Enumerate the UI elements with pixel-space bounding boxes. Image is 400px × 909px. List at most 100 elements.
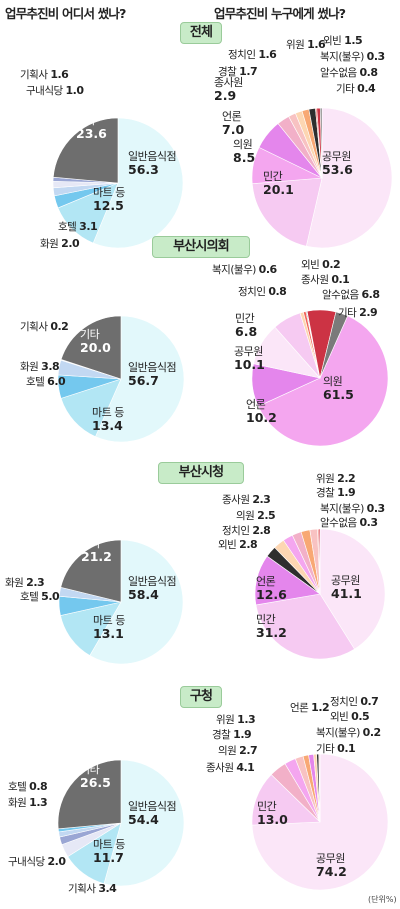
left-column-title: 업무추진비 어디서 썼나? — [5, 6, 126, 21]
section-badge-total: 전체 — [180, 22, 222, 44]
pie-slice-official — [305, 107, 393, 249]
slice-value: 0.4 — [357, 82, 376, 95]
slice-label: 일반음식점 — [128, 360, 176, 374]
slice-label: 외빈 2.8 — [218, 538, 257, 551]
slice-label: 의원 2.5 — [236, 509, 275, 522]
slice-value: 56.7 — [128, 373, 159, 388]
slice-label: 정치인 2.8 — [222, 524, 270, 537]
pie-slice-etc — [319, 311, 349, 379]
slice-value: 56.3 — [128, 162, 159, 177]
slice-label: 기타 0.4 — [336, 82, 376, 95]
slice-value: 58.4 — [128, 587, 159, 602]
slice-value: 0.2 — [322, 258, 340, 271]
slice-value: 1.6 — [50, 68, 69, 81]
slice-value: 12.6 — [256, 587, 287, 602]
slice-label: 정치인 0.8 — [238, 285, 286, 298]
slice-label: 복지(불우) 0.3 — [320, 50, 385, 63]
slice-label: 공무원 — [234, 345, 263, 358]
pie-slice-etc — [52, 117, 119, 184]
slice-value: 2.8 — [252, 524, 270, 537]
slice-value: 1.6 — [307, 38, 326, 51]
slice-value: 6.0 — [47, 375, 66, 388]
unit-note: (단위%) — [368, 895, 397, 904]
pie-slice-restaurant — [95, 315, 185, 443]
slice-value: 2.9 — [359, 306, 377, 319]
slice-label: 일반음식점 — [128, 574, 176, 588]
pie-slice-council — [257, 315, 389, 447]
slice-label: 마트 등 — [93, 186, 125, 199]
slice-label: 호텔 3.1 — [58, 220, 97, 233]
slice-label: 기획사 0.2 — [20, 320, 68, 333]
slice-value: 2.7 — [239, 744, 257, 757]
slice-label: 종사원 — [214, 76, 243, 89]
slice-value: 4.1 — [236, 761, 254, 774]
slice-label: 기획사 1.6 — [20, 68, 69, 81]
slice-label: 경찰 1.9 — [212, 728, 251, 741]
slice-value: 3.1 — [79, 220, 97, 233]
slice-value: 2.3 — [26, 576, 44, 589]
slice-value: 2.3 — [252, 493, 270, 506]
slice-label: 알수없음 0.8 — [320, 66, 377, 79]
slice-label: 외빈 0.2 — [301, 258, 340, 271]
slice-label: 위원 2.2 — [316, 472, 355, 485]
slice-value: 13.0 — [257, 812, 288, 827]
slice-value: 26.5 — [80, 775, 111, 790]
slice-label: 복지(불우) 0.6 — [212, 263, 278, 276]
slice-label: 일반음식점 — [128, 149, 176, 163]
slice-label: 언론 — [256, 575, 276, 588]
slice-label: 공무원 — [316, 852, 345, 865]
slice-label: 알수없음 6.8 — [322, 288, 379, 301]
slice-value: 10.2 — [246, 410, 277, 425]
slice-value: 53.6 — [322, 162, 353, 177]
slice-label: 기타 — [76, 114, 96, 127]
slice-value: 1.3 — [29, 796, 47, 809]
pie-slice-restaurant — [89, 539, 184, 665]
pie-slice-private — [251, 774, 321, 826]
slice-value: 1.3 — [237, 713, 255, 726]
slice-label: 외빈 1.5 — [323, 34, 362, 47]
slice-value: 0.6 — [259, 263, 278, 276]
pie-slice-private — [255, 593, 355, 660]
slice-label: 공무원 — [322, 150, 351, 163]
slice-label: 호텔 5.0 — [20, 590, 60, 603]
slice-value: 1.9 — [337, 486, 355, 499]
slice-label: 호텔 6.0 — [26, 375, 66, 388]
slice-label: 마트 등 — [92, 406, 124, 419]
slice-value: 0.8 — [359, 66, 377, 79]
slice-label: 기타 — [80, 328, 100, 341]
slice-value: 0.5 — [351, 710, 369, 723]
slice-value: 0.2 — [363, 726, 381, 739]
slice-value: 13.1 — [93, 626, 124, 641]
slice-value: 3.8 — [41, 360, 59, 373]
slice-value: 8.5 — [233, 150, 255, 165]
slice-label: 마트 등 — [93, 614, 125, 627]
slice-value: 1.7 — [239, 65, 257, 78]
slice-value: 6.8 — [235, 324, 257, 339]
slice-label: 종사원 0.1 — [301, 273, 349, 286]
slice-label: 화원 2.3 — [5, 576, 44, 589]
slice-value: 1.6 — [258, 48, 277, 61]
slice-value: 11.7 — [93, 850, 124, 865]
slice-value: 13.4 — [92, 418, 123, 433]
pie-slice-mart — [60, 378, 122, 437]
slice-value: 54.4 — [128, 812, 159, 827]
slice-value: 0.3 — [359, 516, 377, 529]
slice-value: 23.6 — [76, 126, 107, 141]
pie-slice-etc — [60, 539, 122, 603]
slice-label: 민간 — [263, 170, 283, 183]
slice-value: 2.2 — [337, 472, 355, 485]
pie-slice-restaurant — [103, 759, 185, 887]
right-column-title: 업무추진비 누구에게 썼나? — [214, 6, 346, 21]
slice-label: 언론 1.2 — [290, 701, 329, 714]
slice-value: 1.2 — [311, 701, 329, 714]
pie-slice-private — [251, 177, 323, 247]
slice-label: 화원 2.0 — [40, 237, 80, 250]
slice-value: 0.7 — [360, 695, 378, 708]
